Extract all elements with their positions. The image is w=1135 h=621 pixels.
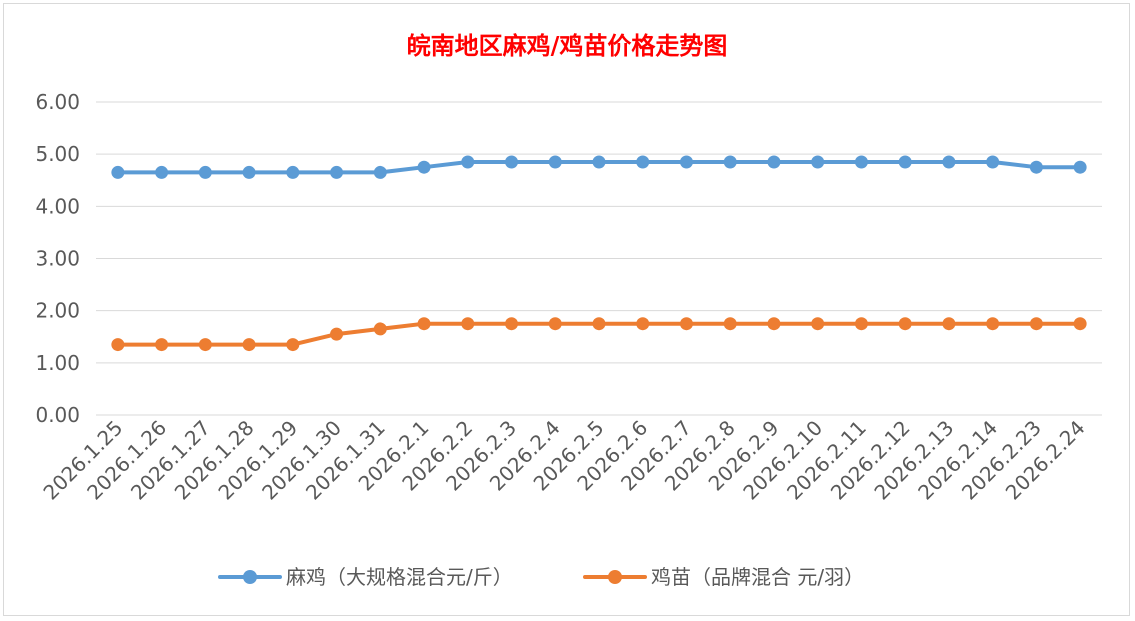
series-lines <box>111 155 1087 352</box>
data-point <box>330 165 344 179</box>
y-tick-label: 6.00 <box>35 90 80 114</box>
gridlines <box>96 101 1102 416</box>
data-point <box>679 317 693 331</box>
data-point <box>986 317 1000 331</box>
data-point <box>942 155 956 169</box>
data-point <box>767 317 781 331</box>
data-point <box>373 165 387 179</box>
data-point <box>636 155 650 169</box>
data-point <box>1029 317 1043 331</box>
data-point <box>330 327 344 341</box>
legend-marker-1 <box>243 570 257 584</box>
data-point <box>111 165 125 179</box>
y-tick-label: 4.00 <box>35 194 80 218</box>
data-point <box>417 160 431 174</box>
data-point <box>461 155 475 169</box>
data-point <box>286 165 300 179</box>
data-point <box>1029 160 1043 174</box>
data-point <box>505 317 519 331</box>
data-point <box>373 322 387 336</box>
data-point <box>767 155 781 169</box>
data-point <box>811 155 825 169</box>
y-tick-label: 0.00 <box>35 403 80 427</box>
data-point <box>723 317 737 331</box>
data-point <box>942 317 956 331</box>
legend: 麻鸡（大规格混合元/斤） 鸡苗（品牌混合 元/羽） <box>218 565 864 589</box>
data-point <box>1073 317 1087 331</box>
y-axis-ticks: 0.00 1.00 2.00 3.00 4.00 5.00 6.00 <box>35 90 80 427</box>
data-point <box>723 155 737 169</box>
legend-marker-2 <box>608 570 622 584</box>
data-point <box>548 155 562 169</box>
y-tick-label: 1.00 <box>35 351 80 375</box>
data-point <box>548 317 562 331</box>
data-point <box>811 317 825 331</box>
data-point <box>592 155 606 169</box>
data-point <box>198 165 212 179</box>
data-point <box>198 338 212 352</box>
x-axis-ticks: 2026.1.252026.1.262026.1.272026.1.282026… <box>38 416 1089 505</box>
data-point <box>986 155 1000 169</box>
data-point <box>636 317 650 331</box>
data-point <box>898 155 912 169</box>
data-point <box>854 317 868 331</box>
data-point <box>111 338 125 352</box>
legend-label-1: 麻鸡（大规格混合元/斤） <box>286 565 513 589</box>
data-point <box>417 317 431 331</box>
line-chart: 皖南地区麻鸡/鸡苗价格走势图 0.00 1.00 2.00 3.00 4.00 5.00 6… <box>35 31 1102 589</box>
data-point <box>242 338 256 352</box>
data-point <box>592 317 606 331</box>
data-point <box>461 317 475 331</box>
data-point <box>242 165 256 179</box>
y-tick-label: 2.00 <box>35 299 80 323</box>
data-point <box>1073 160 1087 174</box>
y-tick-label: 5.00 <box>35 142 80 166</box>
data-point <box>505 155 519 169</box>
data-point <box>155 165 169 179</box>
chart-area: 皖南地区麻鸡/鸡苗价格走势图 0.00 1.00 2.00 3.00 4.00 5.00 6… <box>3 3 1130 616</box>
data-point <box>155 338 169 352</box>
data-point <box>679 155 693 169</box>
y-tick-label: 3.00 <box>35 247 80 271</box>
chart-title: 皖南地区麻鸡/鸡苗价格走势图 <box>407 31 728 60</box>
legend-label-2: 鸡苗（品牌混合 元/羽） <box>651 565 864 589</box>
data-point <box>286 338 300 352</box>
data-point <box>854 155 868 169</box>
data-point <box>898 317 912 331</box>
